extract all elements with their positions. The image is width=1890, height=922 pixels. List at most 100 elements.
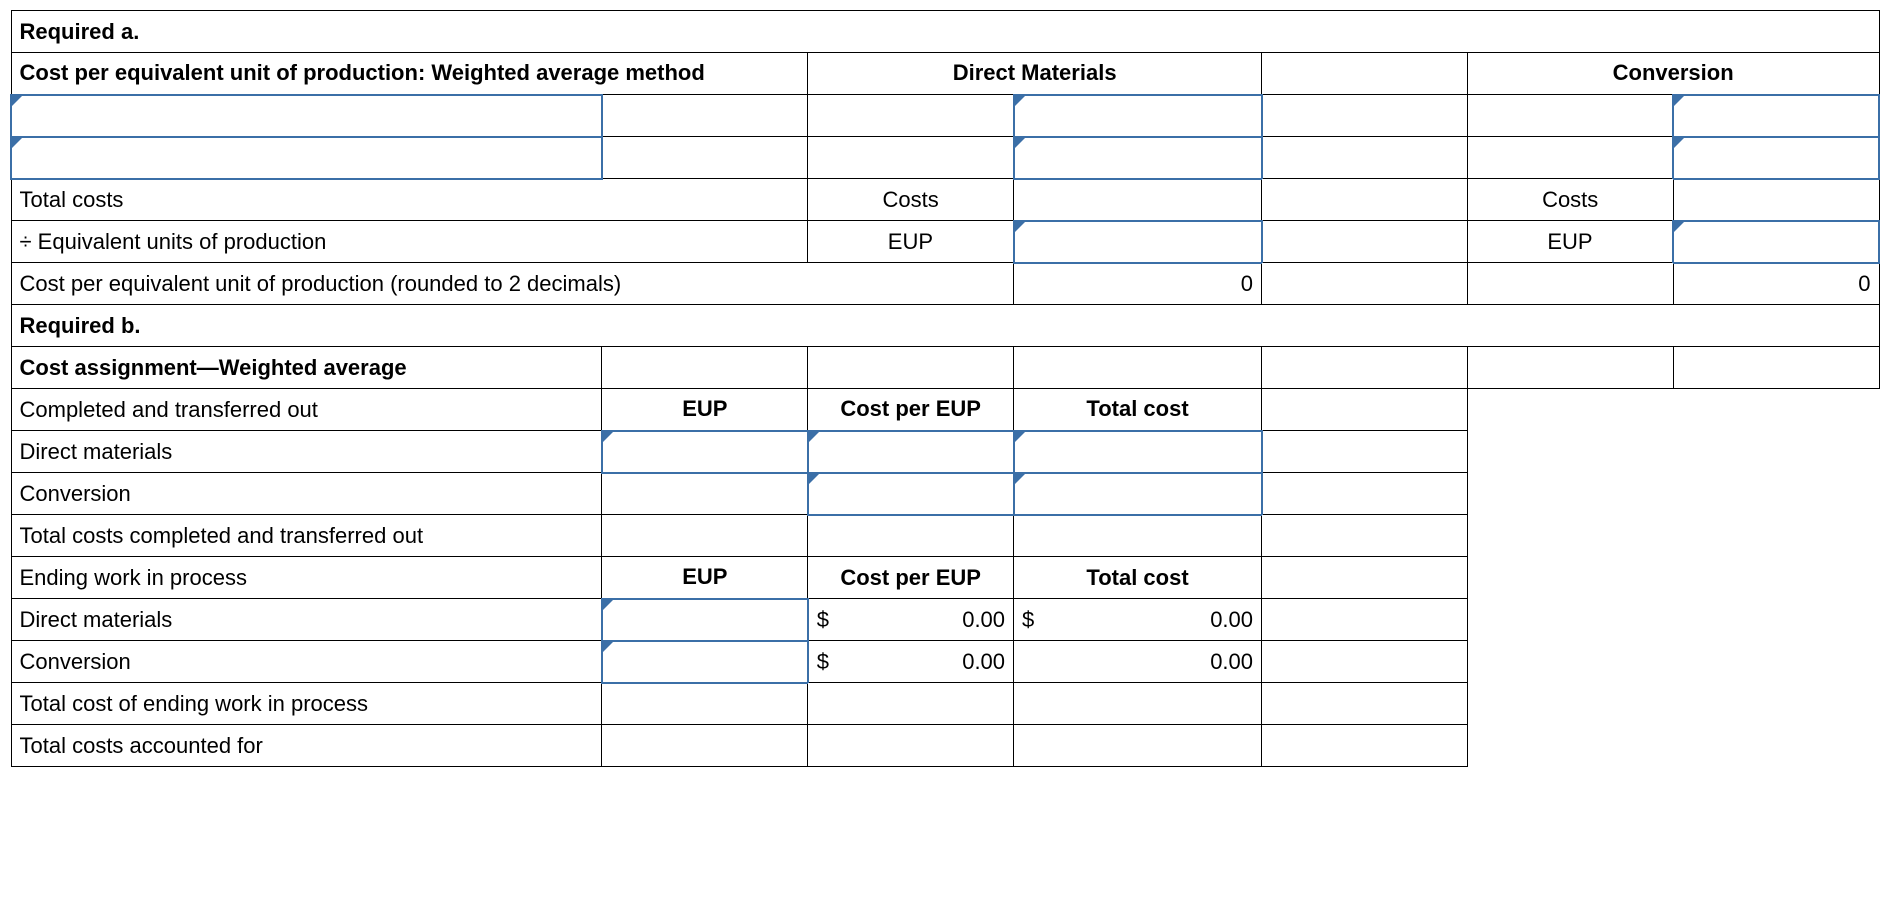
b-totcomp-c3 xyxy=(808,515,1014,557)
a-row2-conv-input[interactable] xyxy=(1673,137,1879,179)
b-ending-dm-label: Direct materials xyxy=(11,599,602,641)
b-dm-c7 xyxy=(1673,431,1879,473)
b-totend-c3 xyxy=(808,683,1014,725)
b-totend-c2 xyxy=(602,683,808,725)
b-total-ending-label: Total cost of ending work in process xyxy=(11,683,602,725)
a-total-costs-dm xyxy=(1014,179,1262,221)
a-eup-spacer xyxy=(1262,221,1468,263)
b-ending-dm-cpe-sym: $ xyxy=(817,607,829,633)
a-row2-dm-input[interactable] xyxy=(1014,137,1262,179)
b-totacc-c4 xyxy=(1014,725,1262,767)
b-total-completed-label: Total costs completed and transferred ou… xyxy=(11,515,602,557)
b-totcomp-c4 xyxy=(1014,515,1262,557)
a-costs-word-conv: Costs xyxy=(1467,179,1673,221)
b-totacc-c3 xyxy=(808,725,1014,767)
a-row2-c2 xyxy=(602,137,808,179)
b-header-c7 xyxy=(1673,347,1879,389)
b-ending-conv-c7 xyxy=(1673,641,1879,683)
b-ending-dm-c7 xyxy=(1673,599,1879,641)
a-row1-label-input[interactable] xyxy=(11,95,602,137)
b-dm-eup-input[interactable] xyxy=(602,431,808,473)
b-conv-c7 xyxy=(1673,473,1879,515)
b-ending-dm-c5 xyxy=(1262,599,1468,641)
b-header-c4 xyxy=(1014,347,1262,389)
b-ending-dm-cpe-val: 0.00 xyxy=(829,607,1005,633)
b-completed-label: Completed and transferred out xyxy=(11,389,602,431)
a-row1-conv-input[interactable] xyxy=(1673,95,1879,137)
a-row2-c3 xyxy=(808,137,1014,179)
a-costs-word-dm: Costs xyxy=(808,179,1014,221)
a-row2-c6 xyxy=(1467,137,1673,179)
b-completed-c6 xyxy=(1467,389,1673,431)
b-totend-c5 xyxy=(1262,683,1468,725)
cost-table: Required a. Cost per equivalent unit of … xyxy=(10,10,1880,767)
b-totacc-c5-yellow xyxy=(1262,725,1468,767)
b-completed-c5 xyxy=(1262,389,1468,431)
b-completed-c7 xyxy=(1673,389,1879,431)
b-conv-total-input[interactable] xyxy=(1014,473,1262,515)
b-header-c2 xyxy=(602,347,808,389)
b-dm-total-input[interactable] xyxy=(1014,431,1262,473)
b-conv-label-1: Conversion xyxy=(11,473,602,515)
b-ending-conv-cpe-sym: $ xyxy=(817,649,829,675)
b-eup-col-2: EUP xyxy=(602,557,808,599)
a-row2-c5 xyxy=(1262,137,1468,179)
a-row1-c3 xyxy=(808,95,1014,137)
b-total-accounted-label: Total costs accounted for xyxy=(11,725,602,767)
b-ending-conv-label: Conversion xyxy=(11,641,602,683)
b-totcomp-c2 xyxy=(602,515,808,557)
b-ending-conv-eup-input[interactable] xyxy=(602,641,808,683)
a-cpe-spacer1 xyxy=(1262,263,1468,305)
b-header-c3 xyxy=(808,347,1014,389)
b-ending-dm-total-val: 0.00 xyxy=(1034,607,1253,633)
a-cpe-spacer2 xyxy=(1467,263,1673,305)
b-conv-c6 xyxy=(1467,473,1673,515)
a-row1-dm-input[interactable] xyxy=(1014,95,1262,137)
b-totend-c4 xyxy=(1014,683,1262,725)
a-eup-word-conv: EUP xyxy=(1467,221,1673,263)
a-eup-label: ÷ Equivalent units of production xyxy=(11,221,808,263)
a-total-costs-spacer xyxy=(1262,179,1468,221)
a-total-costs-conv xyxy=(1673,179,1879,221)
b-eup-col-1: EUP xyxy=(602,389,808,431)
a-total-costs-label: Total costs xyxy=(11,179,808,221)
b-ending-label: Ending work in process xyxy=(11,557,602,599)
b-totcomp-c7 xyxy=(1673,515,1879,557)
b-totacc-c6 xyxy=(1467,725,1673,767)
b-ending-c6 xyxy=(1467,557,1673,599)
b-ending-dm-total-sym: $ xyxy=(1022,607,1034,633)
a-cpe-label: Cost per equivalent unit of production (… xyxy=(11,263,1014,305)
a-row1-c6 xyxy=(1467,95,1673,137)
b-totcomp-c5 xyxy=(1262,515,1468,557)
a-row2-label-input[interactable] xyxy=(11,137,602,179)
a-eup-conv-input[interactable] xyxy=(1673,221,1879,263)
a-cpe-conv-value: 0 xyxy=(1673,263,1879,305)
b-totacc-c2 xyxy=(602,725,808,767)
a-header-dm: Direct Materials xyxy=(808,53,1262,95)
b-total-col-1: Total cost xyxy=(1014,389,1262,431)
b-ending-conv-cpe-val: 0.00 xyxy=(829,649,1005,675)
b-ending-dm-cpe: $ 0.00 xyxy=(808,599,1014,641)
b-conv-cpe-input[interactable] xyxy=(808,473,1014,515)
b-cpe-col-1: Cost per EUP xyxy=(808,389,1014,431)
a-eup-dm-input[interactable] xyxy=(1014,221,1262,263)
b-ending-conv-c6 xyxy=(1467,641,1673,683)
b-ending-c7 xyxy=(1673,557,1879,599)
a-header-conv: Conversion xyxy=(1467,53,1879,95)
b-ending-dm-c6 xyxy=(1467,599,1673,641)
b-totend-c6 xyxy=(1467,683,1673,725)
b-header-c5 xyxy=(1262,347,1468,389)
a-row1-c2 xyxy=(602,95,808,137)
a-eup-word-dm: EUP xyxy=(808,221,1014,263)
b-totcomp-c6 xyxy=(1467,515,1673,557)
b-dm-cpe-input[interactable] xyxy=(808,431,1014,473)
section-a-title: Required a. xyxy=(11,11,1879,53)
b-header-c6 xyxy=(1467,347,1673,389)
b-dm-label-1: Direct materials xyxy=(11,431,602,473)
a-cpe-dm-value: 0 xyxy=(1014,263,1262,305)
b-cpe-col-2: Cost per EUP xyxy=(808,557,1014,599)
section-b-title: Required b. xyxy=(11,305,1879,347)
b-dm-c5 xyxy=(1262,431,1468,473)
b-ending-conv-total: 0.00 xyxy=(1014,641,1262,683)
b-ending-dm-eup-input[interactable] xyxy=(602,599,808,641)
